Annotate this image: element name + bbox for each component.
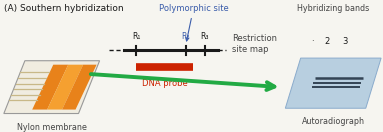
Text: R₂: R₂	[182, 32, 190, 41]
Text: Restriction
site map: Restriction site map	[232, 34, 277, 54]
Text: ·: ·	[311, 37, 313, 46]
Polygon shape	[32, 65, 68, 110]
Polygon shape	[62, 65, 97, 110]
Text: Polymorphic site: Polymorphic site	[159, 4, 228, 41]
Polygon shape	[47, 65, 83, 110]
Polygon shape	[285, 58, 381, 108]
Polygon shape	[4, 61, 100, 114]
Text: 3: 3	[342, 37, 347, 46]
Text: R₃: R₃	[201, 32, 209, 41]
Text: DNA probe: DNA probe	[142, 79, 188, 88]
Text: Autoradiograph: Autoradiograph	[302, 117, 365, 126]
Text: Nylon membrane: Nylon membrane	[17, 123, 87, 132]
Text: 2: 2	[325, 37, 330, 46]
Text: (A) Southern hybridization: (A) Southern hybridization	[4, 4, 123, 13]
Text: R₁: R₁	[132, 32, 140, 41]
Text: Hybridizing bands: Hybridizing bands	[297, 4, 369, 13]
